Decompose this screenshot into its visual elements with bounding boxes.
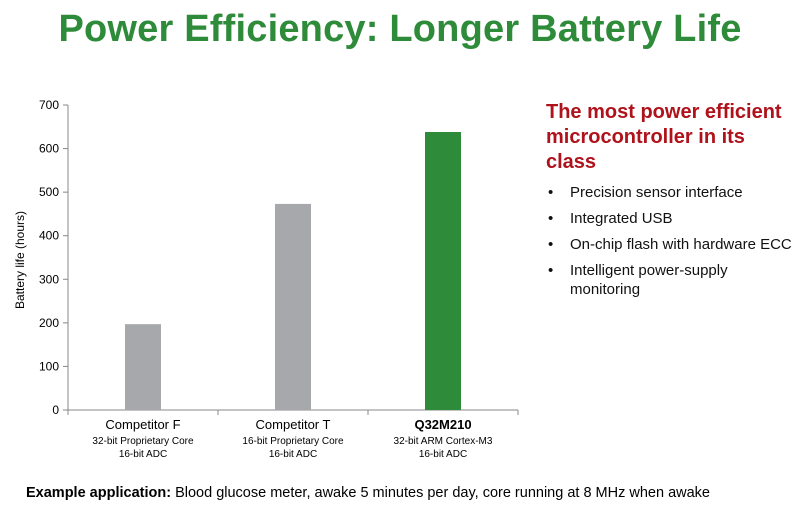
y-axis-label: Battery life (hours) [13,210,27,310]
y-tick-label: 600 [39,142,59,156]
y-tick-label: 400 [39,229,59,243]
feature-panel: The most power efficient microcontroller… [546,100,796,306]
feature-text: On-chip flash with hardware ECC [570,236,792,253]
category-label: Competitor F [105,417,180,432]
bullet-icon: • [548,210,554,227]
bullet-icon: • [548,262,554,279]
y-tick-label: 500 [39,185,59,199]
y-tick-label: 0 [52,403,59,417]
bullet-icon: • [548,184,554,201]
footer-text: Blood glucose meter, awake 5 minutes per… [175,485,710,501]
feature-text: Intelligent power-supply monitoring [570,262,728,298]
bullet-icon: • [548,236,554,253]
panel-heading: The most power efficient microcontroller… [546,101,782,173]
bar-2 [425,132,461,410]
y-tick-label: 300 [39,272,59,286]
category-sublabel: 32-bit ARM Cortex-M3 [394,436,493,447]
battery-life-bar-chart: 0 100 200 300 400 500 600 700 Competitor F 32-bit… [39,98,519,460]
feature-item: • Intelligent power-supply monitoring [546,261,796,299]
feature-item: • Integrated USB [546,209,796,228]
category-sublabel: 32-bit Proprietary Core [92,436,194,447]
feature-list: • Precision sensor interface • Integrated … [546,183,796,299]
category-sublabel: 16-bit Proprietary Core [242,436,344,447]
y-tick-label: 100 [39,359,59,373]
category-sublabel: 16-bit ADC [269,449,317,460]
y-tick-label: 200 [39,316,59,330]
feature-item: • Precision sensor interface [546,183,796,202]
footer-label: Example application: [26,485,172,501]
feature-text: Integrated USB [570,210,673,227]
feature-text: Precision sensor interface [570,184,743,201]
category-label: Q32M210 [414,417,471,432]
footer-note: Example application: Blood glucose meter… [26,485,796,501]
category-sublabel: 16-bit ADC [119,449,167,460]
slide-title: Power Efficiency: Longer Battery Life [58,8,742,50]
feature-item: • On-chip flash with hardware ECC [546,235,796,254]
bar-1 [275,203,311,410]
category-label: Competitor T [256,417,331,432]
y-tick-label: 700 [39,98,59,112]
category-sublabel: 16-bit ADC [419,449,467,460]
bar-0 [125,324,161,410]
